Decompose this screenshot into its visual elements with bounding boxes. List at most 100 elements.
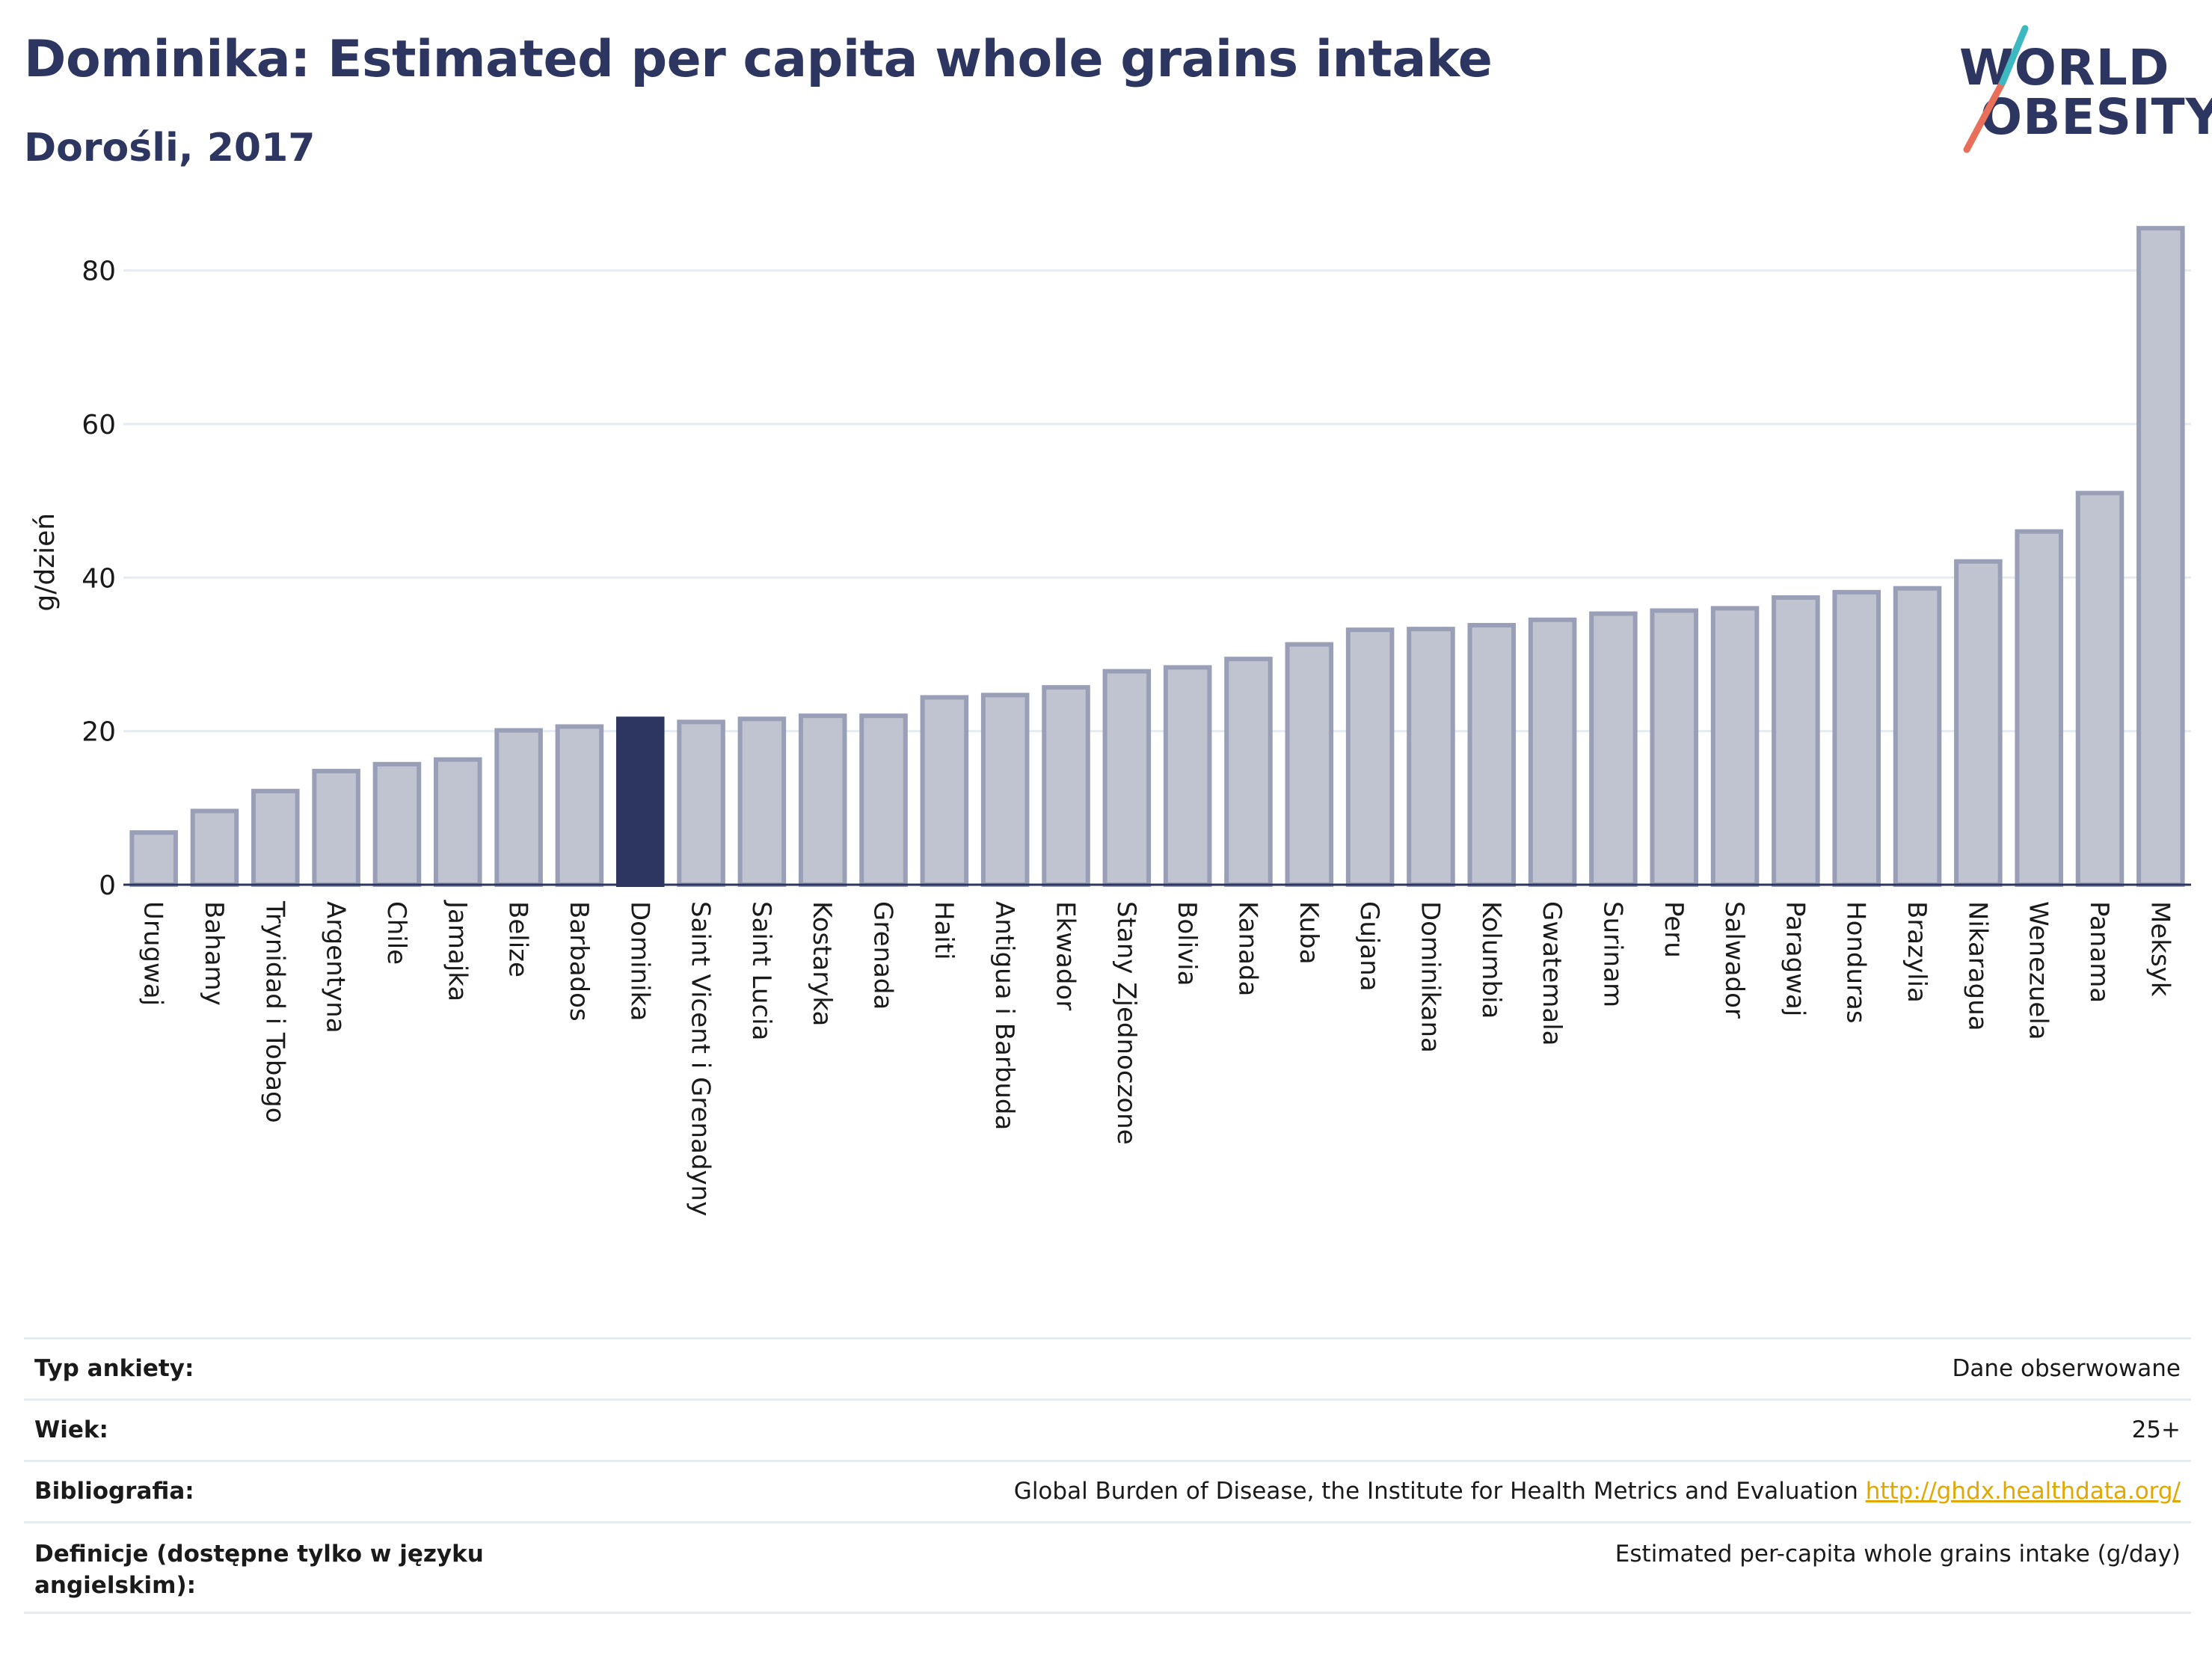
bar-kolumbia[interactable]	[1467, 622, 1517, 887]
x-tick-label: Trynidad i Tobago	[259, 900, 289, 1123]
y-tick-label: 60	[82, 410, 116, 440]
x-tick-label: Stany Zjednoczone	[1111, 901, 1141, 1145]
x-tick-label: Wenezuela	[2024, 901, 2053, 1040]
x-tick-label: Bahamy	[199, 901, 229, 1006]
x-tick-label: Urugwaj	[138, 901, 168, 1006]
chart-title: Dominika: Estimated per capita whole gra…	[24, 30, 1493, 89]
meta-label: Definicje (dostępne tylko w języku angie…	[34, 1541, 484, 1599]
bar-saint-lucia[interactable]	[737, 716, 787, 888]
bar-paragwaj[interactable]	[1772, 595, 1820, 887]
x-tick-label: Ekwador	[1051, 901, 1081, 1010]
x-tick-label: Surinam	[1597, 901, 1627, 1007]
x-tick-label: Meksyk	[2145, 901, 2175, 997]
x-tick-label: Chile	[381, 901, 411, 965]
x-tick-label: Barbados	[564, 901, 594, 1022]
x-tick-label: Jamajka	[442, 900, 472, 1001]
bar-gwatemala[interactable]	[1528, 617, 1577, 887]
bar-kostaryka[interactable]	[798, 713, 847, 887]
bar-wenezuela[interactable]	[2015, 529, 2063, 888]
y-axis-ticks: 0 20 40 60 80	[82, 257, 116, 901]
x-tick-label: Gwatemala	[1537, 901, 1567, 1045]
meta-row-survey-type: Typ ankiety: Dane obserwowane	[24, 1337, 2191, 1398]
metadata-table: Typ ankiety: Dane obserwowane Wiek: 25+ …	[24, 1337, 2191, 1614]
meta-row-definitions: Definicje (dostępne tylko w języku angie…	[24, 1521, 2191, 1614]
y-tick-label: 40	[82, 563, 116, 594]
bar-belize[interactable]	[494, 728, 543, 887]
x-tick-label: Brazylia	[1902, 901, 1932, 1003]
meta-label: Wiek:	[34, 1416, 108, 1443]
x-tick-label: Honduras	[1841, 901, 1871, 1024]
x-tick-label: Gujana	[1354, 901, 1384, 992]
bar-stany-zjednoczone[interactable]	[1102, 669, 1152, 887]
bar-barbados[interactable]	[555, 724, 604, 888]
bar-chart: 0 20 40 60 80 Urugwaj Bahamy Trynidad i Tobago…	[30, 226, 2191, 1216]
bibliography-link[interactable]: http://ghdx.healthdata.org/	[1865, 1478, 2181, 1505]
x-tick-label: Antigua i Barbuda	[989, 901, 1019, 1130]
x-tick-label: Dominikana	[1415, 901, 1445, 1053]
x-tick-label: Kanada	[1232, 901, 1262, 996]
logo-text-line1: WORLD	[1959, 39, 2170, 96]
meta-value: Estimated per-capita whole grains intake…	[1615, 1541, 2181, 1568]
bibliography-text: Global Burden of Disease, the Institute …	[1013, 1478, 1858, 1505]
bar-meksyk[interactable]	[2136, 226, 2185, 887]
y-tick-label: 80	[82, 257, 116, 287]
world-obesity-logo[interactable]: WORLD OBESITY	[1944, 22, 2212, 157]
x-tick-label: Kuba	[1294, 901, 1324, 965]
bar-bahamy[interactable]	[190, 808, 239, 888]
grid-lines	[123, 269, 2191, 733]
bar-nikaragua[interactable]	[1954, 559, 2003, 888]
bar-chile[interactable]	[372, 761, 422, 887]
bar-kanada[interactable]	[1224, 657, 1273, 887]
meta-row-bibliography: Bibliografia: Global Burden of Disease, …	[24, 1460, 2191, 1521]
bar-gujana[interactable]	[1345, 627, 1395, 887]
bar-panama[interactable]	[2075, 491, 2125, 887]
x-tick-label: Belize	[503, 901, 533, 977]
x-tick-label: Peru	[1659, 901, 1689, 958]
x-tick-label: Argentyna	[321, 901, 351, 1034]
bar-grenada[interactable]	[859, 713, 908, 887]
meta-value: Global Burden of Disease, the Institute …	[1014, 1476, 2181, 1507]
bar-haiti[interactable]	[920, 695, 969, 887]
bar-antigua-i-barbuda[interactable]	[980, 693, 1030, 887]
x-tick-label: Nikaragua	[1962, 901, 1992, 1031]
bars	[129, 226, 2185, 888]
y-tick-label: 20	[82, 717, 116, 748]
bar-bolivia[interactable]	[1163, 665, 1212, 887]
meta-label: Typ ankiety:	[34, 1355, 194, 1382]
bar-jamajka[interactable]	[434, 757, 482, 887]
x-tick-label: Saint Vicent i Grenadyny	[686, 901, 716, 1216]
bar-kuba[interactable]	[1285, 642, 1334, 888]
bar-dominika[interactable]	[615, 716, 665, 888]
bar-peru[interactable]	[1650, 608, 1699, 887]
bar-surinam[interactable]	[1589, 611, 1638, 888]
logo-text-line2: OBESITY	[1980, 88, 2212, 146]
bar-honduras[interactable]	[1832, 589, 1881, 888]
bar-ekwador[interactable]	[1042, 685, 1090, 888]
x-tick-label: Paragwaj	[1780, 901, 1810, 1016]
x-tick-label: Saint Lucia	[746, 901, 776, 1040]
meta-label: Bibliografia:	[34, 1478, 194, 1505]
x-axis-labels: Urugwaj Bahamy Trynidad i Tobago Argentyna C…	[138, 900, 2175, 1216]
bar-brazylia[interactable]	[1893, 586, 1942, 887]
bar-saint-vicent-i-grenadyny[interactable]	[677, 719, 725, 888]
x-tick-label: Haiti	[929, 901, 959, 960]
y-tick-label: 0	[99, 871, 116, 901]
meta-row-age: Wiek: 25+	[24, 1398, 2191, 1460]
x-tick-label: Bolivia	[1172, 901, 1202, 986]
x-tick-label: Dominika	[624, 901, 654, 1021]
bar-trynidad-i-tobago[interactable]	[251, 788, 300, 887]
x-tick-label: Grenada	[868, 901, 898, 1010]
bar-urugwaj[interactable]	[129, 830, 178, 887]
bar-argentyna[interactable]	[312, 769, 360, 888]
y-axis-label: g/dzień	[30, 513, 61, 612]
logo-slash-icon	[1963, 25, 2029, 153]
x-tick-label: Panama	[2084, 901, 2114, 1003]
x-tick-label: Kostaryka	[807, 901, 837, 1026]
bar-dominikana[interactable]	[1407, 627, 1455, 887]
chart-subtitle: Dorośli, 2017	[24, 126, 316, 171]
meta-value: Dane obserwowane	[1952, 1355, 2181, 1382]
bar-salwador[interactable]	[1710, 606, 1760, 887]
x-tick-label: Salwador	[1719, 901, 1749, 1019]
meta-value: 25+	[2131, 1416, 2181, 1443]
x-tick-label: Kolumbia	[1476, 901, 1506, 1019]
